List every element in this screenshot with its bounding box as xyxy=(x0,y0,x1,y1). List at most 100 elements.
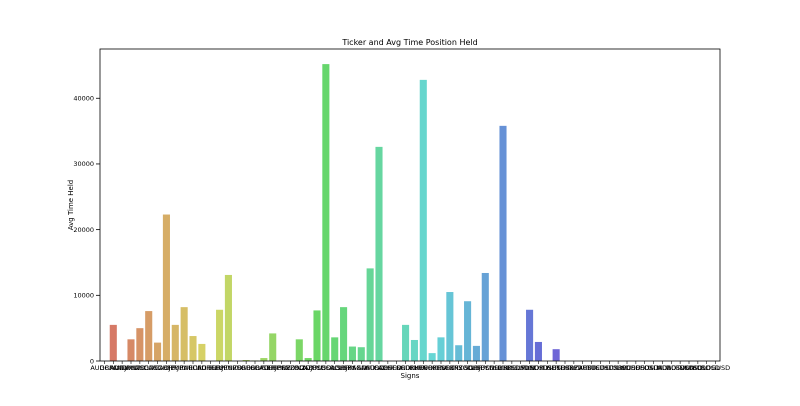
x-tick-label: DOTUSD xyxy=(666,364,694,372)
bar-sgdjpy xyxy=(472,345,480,361)
x-tick-label: GBPNZD xyxy=(268,364,296,372)
y-tick-label: 20000 xyxy=(73,226,94,234)
x-tick-label: USDSEK xyxy=(534,364,561,372)
x-tick-label: SGDJPY xyxy=(465,364,489,372)
x-tick-label: DSHUSD xyxy=(631,364,659,372)
x-tick-label: USDCAD xyxy=(312,364,340,372)
x-tick-label: GBPCAD xyxy=(241,364,268,372)
bar-audusd xyxy=(145,311,153,361)
x-tick-label: GBPJPY xyxy=(261,364,284,372)
bar-cadchf xyxy=(154,342,162,361)
x-tick-label: AUDCAD xyxy=(90,364,118,372)
x-tick-label: USDTRY xyxy=(552,364,578,372)
x-tick-label: EURSEK xyxy=(428,364,455,372)
y-tick-label: 10000 xyxy=(73,292,94,300)
x-tick-label: USDSGD xyxy=(338,364,366,372)
x-tick-label: DOGUSD xyxy=(701,364,730,372)
x-tick-label: EOSUSD xyxy=(640,364,667,372)
x-tick-label: USDJPY xyxy=(332,364,356,372)
x-tick-label: NZDCHF xyxy=(454,364,482,372)
x-tick-label: EURCHF xyxy=(189,364,215,372)
bar-audsgd xyxy=(136,328,144,361)
bar-cadjpy xyxy=(162,214,170,361)
x-tick-label: USDPLN xyxy=(525,364,551,372)
x-tick-label: USDTHB xyxy=(543,364,570,372)
bar-audchf xyxy=(375,146,383,361)
bar-eurnok xyxy=(419,79,427,361)
bar-eurpln xyxy=(428,353,436,361)
bar-usdjpy xyxy=(340,307,348,361)
x-tick-label: XPTUSD xyxy=(578,364,604,372)
bar-usdthb xyxy=(552,349,560,361)
x-tick-label: EURDKK xyxy=(392,364,420,372)
x-tick-label: ETHUSD xyxy=(596,364,623,372)
bar-eursek xyxy=(437,337,445,361)
x-tick-label: BTCUSD xyxy=(587,364,613,372)
x-tick-label: USDDKK xyxy=(480,364,508,372)
x-tick-label: USDHKD xyxy=(489,364,517,372)
bar-usdchf xyxy=(331,337,339,361)
x-tick-label: EURSGD xyxy=(224,364,252,372)
bar-eurnzd xyxy=(224,274,232,361)
bar-chfjpy xyxy=(171,324,179,361)
bar-eurjpy xyxy=(216,309,224,361)
y-tick-label: 40000 xyxy=(73,95,94,103)
x-tick-label: EURTRY xyxy=(437,364,462,372)
bar-usdpln xyxy=(534,341,542,361)
x-tick-label: GBPAUD xyxy=(100,364,127,372)
x-tick-label: XAGUSD xyxy=(347,364,375,372)
bar-eurchf xyxy=(198,343,206,361)
x-tick-label: EURJPY xyxy=(208,364,231,372)
bar-gbpchf xyxy=(260,358,268,361)
bar-eurtry xyxy=(446,292,454,361)
y-axis-title: Avg Time Held xyxy=(67,180,75,231)
x-tick-label: XRPUSD xyxy=(614,364,641,372)
x-tick-label: AUDUSD xyxy=(135,364,163,372)
chart-title: Ticker and Avg Time Position Held xyxy=(341,38,477,47)
x-tick-label: SOLUSD xyxy=(693,364,719,372)
x-tick-label: CHFJPY xyxy=(164,364,187,372)
x-tick-label: USDMXN xyxy=(506,364,535,372)
x-axis-title: Signs xyxy=(401,372,420,380)
bar-audnzd xyxy=(127,339,135,361)
x-tick-label: AUDCHF xyxy=(365,364,393,372)
plot-area: 010000200003000040000AUDCADGBPAUDAUDJPYA… xyxy=(73,48,730,372)
bar-nzdjpy xyxy=(304,358,312,361)
x-tick-label: XLMUSD xyxy=(649,364,677,372)
x-tick-label: NZDJPY xyxy=(296,364,320,372)
x-tick-label: CADCHF xyxy=(144,364,171,372)
x-tick-label: EURHUF xyxy=(401,364,428,372)
x-tick-label: EURGBP xyxy=(197,364,224,372)
x-tick-label: GBPCHF xyxy=(251,364,278,372)
bar-nzdusd xyxy=(313,310,321,361)
x-tick-label: EURUSD xyxy=(233,364,260,372)
x-tick-label: USDZAR xyxy=(560,364,588,372)
x-tick-label: UNIUSD xyxy=(685,364,710,372)
bar-usdnok xyxy=(526,309,534,361)
x-tick-label: USDCNH xyxy=(471,364,499,372)
bar-nzdcad xyxy=(295,339,303,361)
x-tick-label: XPDUSD xyxy=(569,364,596,372)
bar-eurhuf xyxy=(410,339,418,361)
x-tick-label: CADJPY xyxy=(155,364,179,372)
bar-gbpsgd xyxy=(455,345,463,361)
x-tick-label: EURCAD xyxy=(179,364,206,372)
x-tick-label: USDHUF xyxy=(498,364,526,372)
x-tick-label: NZDCAD xyxy=(285,364,313,372)
x-tick-label: AUDJPY xyxy=(110,364,134,372)
x-tick-label: AUDNZD xyxy=(117,364,146,372)
bar-gbpaud xyxy=(109,324,117,361)
x-tick-label: GBPUSD xyxy=(277,364,304,372)
bar-eurusd xyxy=(242,360,250,361)
x-tick-label: EURPLN xyxy=(419,364,445,372)
x-tick-label: NZDUSD xyxy=(303,364,331,372)
x-tick-label: AUDSGD xyxy=(126,364,154,372)
x-tick-label: GBPSGD xyxy=(445,364,473,372)
x-tick-label: EURNOK xyxy=(409,364,437,372)
x-tick-label: CADSGD xyxy=(374,364,402,372)
x-tick-label: EURNZD xyxy=(215,364,243,372)
x-tick-label: EURAUD xyxy=(170,364,197,372)
bar-gbpjpy xyxy=(269,333,277,361)
x-tick-label: XAUUSD xyxy=(356,364,384,372)
